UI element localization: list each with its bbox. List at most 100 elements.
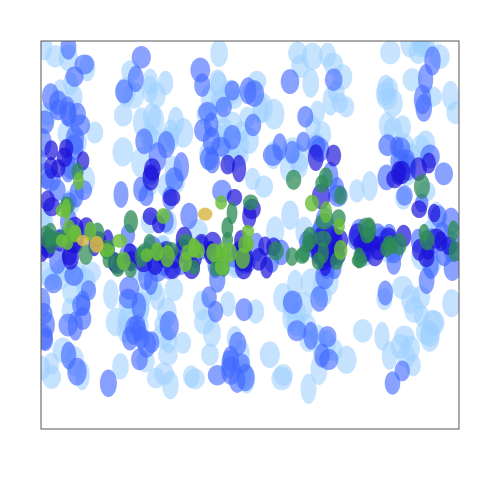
heat-cell bbox=[99, 369, 117, 398]
heat-cell bbox=[194, 73, 211, 97]
heat-cell bbox=[158, 70, 174, 96]
heat-cell bbox=[103, 279, 119, 310]
heat-cell bbox=[302, 68, 320, 98]
heat-cell bbox=[353, 319, 373, 343]
heat-cell bbox=[244, 80, 265, 107]
heat-cell bbox=[60, 341, 77, 370]
heat-cell bbox=[58, 313, 78, 337]
heat-cell bbox=[41, 225, 53, 248]
heat-cell bbox=[303, 321, 319, 350]
heat-cell bbox=[243, 194, 259, 211]
heat-cell bbox=[391, 161, 406, 186]
heat-cell bbox=[333, 218, 345, 235]
heat-cell bbox=[284, 140, 300, 164]
heat-cell bbox=[115, 79, 134, 104]
heat-cell bbox=[380, 41, 401, 65]
heat-cell bbox=[131, 292, 147, 320]
heat-cell bbox=[61, 198, 71, 220]
heat-cell bbox=[287, 320, 307, 342]
heat-cell bbox=[305, 194, 319, 212]
heat-cell bbox=[413, 41, 431, 54]
heat-cell bbox=[250, 248, 267, 271]
heat-cell bbox=[238, 235, 253, 254]
heat-cell bbox=[222, 242, 237, 263]
heat-cell bbox=[140, 248, 153, 262]
heat-cell bbox=[224, 80, 240, 101]
heat-cell bbox=[160, 245, 175, 268]
heat-cell bbox=[319, 201, 333, 224]
heat-cell bbox=[41, 312, 55, 338]
heat-cell bbox=[378, 134, 397, 157]
heat-cell bbox=[336, 345, 357, 374]
heat-cell bbox=[322, 86, 339, 116]
heat-cell bbox=[89, 235, 104, 253]
heat-cell bbox=[315, 174, 329, 193]
heat-cell bbox=[421, 152, 436, 174]
heat-cell bbox=[448, 240, 459, 262]
heat-cell bbox=[434, 231, 448, 252]
heat-cell bbox=[396, 185, 413, 206]
heat-cell bbox=[210, 41, 228, 68]
heat-cell bbox=[231, 154, 247, 183]
heat-cell bbox=[49, 99, 67, 121]
heat-cell bbox=[212, 179, 232, 203]
heat-cell bbox=[394, 360, 410, 382]
heat-cell bbox=[86, 121, 104, 144]
heat-cell bbox=[41, 110, 55, 135]
heat-cell bbox=[84, 221, 97, 242]
heat-cell bbox=[116, 251, 131, 271]
heat-cell bbox=[127, 65, 144, 93]
heat-cell bbox=[41, 355, 51, 381]
heat-cell bbox=[44, 273, 63, 294]
heat-cell bbox=[131, 319, 147, 342]
heat-cell bbox=[434, 162, 453, 186]
heat-cell bbox=[214, 258, 230, 276]
heat-cell bbox=[413, 174, 430, 199]
heat-cell bbox=[282, 290, 303, 314]
heat-cell bbox=[76, 234, 89, 247]
heat-cell bbox=[220, 291, 236, 317]
heat-cell bbox=[297, 106, 314, 128]
heat-cell bbox=[113, 181, 129, 208]
heat-cell bbox=[324, 68, 343, 91]
heat-cell bbox=[272, 133, 288, 161]
heat-cell bbox=[419, 322, 440, 352]
heat-cell bbox=[402, 68, 423, 92]
heat-cell bbox=[259, 341, 280, 369]
heat-cell bbox=[61, 234, 74, 250]
heat-cell bbox=[157, 131, 175, 159]
heat-cell bbox=[178, 251, 192, 273]
heat-cell bbox=[323, 52, 344, 75]
heat-cell bbox=[307, 144, 324, 172]
heat-cell bbox=[144, 158, 161, 181]
heat-cell bbox=[268, 241, 284, 261]
heatmap-layer bbox=[41, 41, 459, 404]
heat-cell bbox=[221, 355, 241, 385]
heat-cell bbox=[159, 311, 179, 341]
heat-cell bbox=[112, 234, 128, 248]
heat-cell bbox=[123, 210, 138, 234]
heat-cell bbox=[296, 131, 311, 152]
heat-cell bbox=[226, 189, 243, 206]
heat-cell bbox=[377, 74, 395, 103]
heat-cell bbox=[202, 319, 221, 348]
heat-cell bbox=[310, 285, 328, 312]
heat-cell bbox=[164, 277, 184, 302]
heat-cell bbox=[41, 41, 53, 61]
heat-cell bbox=[236, 363, 255, 392]
heat-cell bbox=[44, 140, 58, 161]
heat-cell bbox=[285, 247, 299, 266]
heat-cell bbox=[70, 114, 91, 136]
heat-cell bbox=[220, 154, 235, 175]
heat-cell bbox=[314, 230, 332, 247]
heat-cell bbox=[206, 243, 221, 262]
heat-cell bbox=[442, 289, 459, 318]
heat-cell bbox=[273, 364, 293, 386]
heat-cell bbox=[201, 286, 217, 309]
heat-cell bbox=[131, 46, 151, 69]
heat-cell bbox=[198, 207, 213, 221]
heat-cell bbox=[151, 242, 164, 261]
heat-cell bbox=[302, 226, 318, 250]
heat-cell bbox=[188, 238, 201, 258]
